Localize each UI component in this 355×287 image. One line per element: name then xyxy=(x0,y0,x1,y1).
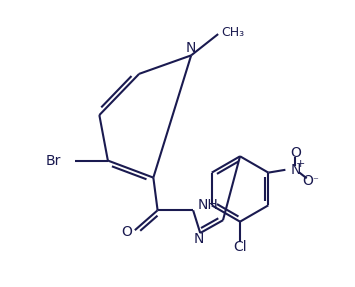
Text: Cl: Cl xyxy=(233,240,247,254)
Text: O: O xyxy=(303,174,313,188)
Text: O: O xyxy=(121,225,132,238)
Text: N: N xyxy=(193,232,204,246)
Text: CH₃: CH₃ xyxy=(221,26,244,39)
Text: Br: Br xyxy=(45,154,61,168)
Text: ⁻: ⁻ xyxy=(312,176,318,186)
Text: N: N xyxy=(186,41,196,55)
Text: +: + xyxy=(296,159,305,169)
Text: NH: NH xyxy=(197,198,218,212)
Text: N: N xyxy=(290,163,301,177)
Text: O: O xyxy=(290,146,301,160)
